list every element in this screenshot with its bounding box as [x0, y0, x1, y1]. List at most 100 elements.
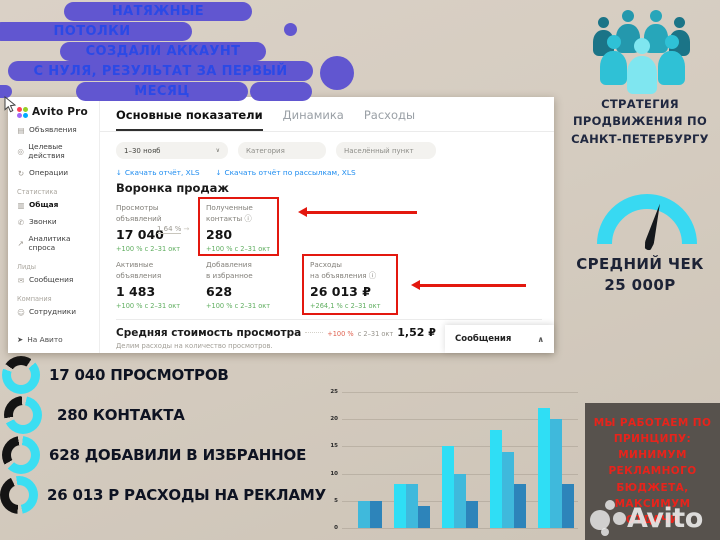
conversion-value: 1,64 %	[157, 225, 182, 234]
sidebar-section-statistics: Статистика	[17, 187, 58, 196]
principle-line: РЕКЛАМНОГО	[608, 465, 697, 478]
phone-icon: ✆	[17, 217, 25, 227]
chart-ytick-label: 10	[330, 470, 338, 477]
cell-value: 1 483	[116, 284, 156, 300]
report-links: ↓ Скачать отчёт, XLS ↓ Скачать отчёт по ра…	[100, 159, 554, 177]
chart-gridline	[342, 446, 578, 448]
bar-dark-blue	[466, 500, 478, 528]
operations-icon: ↻	[17, 168, 25, 178]
bar-medium-blue	[406, 484, 418, 528]
avito-watermark-text: Avito	[627, 502, 703, 534]
average-check-value: 25 000Р	[604, 276, 676, 294]
sidebar-item-demand-analytics[interactable]: ↗ Аналитика спроса	[17, 233, 95, 253]
chart-ytick-label: 25	[330, 389, 338, 395]
sidebar-item-label: Общая	[29, 199, 59, 209]
bar-group	[490, 430, 526, 528]
bar-dark-blue	[562, 484, 574, 528]
avito-pro-logo[interactable]: Avito Pro	[17, 106, 95, 118]
tab-expenses[interactable]: Расходы	[363, 108, 416, 122]
locality-placeholder: Населённый пункт	[344, 146, 414, 155]
messages-panel[interactable]: Сообщения ∧	[445, 325, 554, 353]
date-range-select[interactable]: 1–30 нояб ∨	[116, 142, 228, 159]
bar-chart-icon: ▥	[17, 200, 25, 210]
principle-line: ПРИНЦИПУ:	[613, 432, 692, 445]
sidebar-item-target-actions[interactable]: ◎ Целевые действия	[17, 142, 95, 161]
sidebar-item-label: Операции	[29, 167, 69, 177]
sidebar-item-staff[interactable]: ☺ Сотрудники	[17, 306, 95, 317]
sidebar-item-messages[interactable]: ✉ Сообщения	[17, 275, 95, 285]
progress-ring-icon	[2, 436, 40, 474]
stat-row-contacts: 280 КОНТАКТА	[4, 395, 185, 435]
decorative-dot	[284, 23, 297, 36]
avg-view-cost-delta: +100 %	[327, 330, 354, 338]
sidebar-footer-on-avito[interactable]: ➤ На Авито	[17, 335, 63, 344]
chart-ytick-label: 5	[334, 497, 338, 504]
category-placeholder: Категория	[246, 146, 285, 155]
strategy-line: ПРОДВИЖЕНИЯ ПО	[572, 114, 708, 129]
stat-text: 280 КОНТАКТА	[57, 406, 185, 424]
chevron-down-icon: ∨	[215, 147, 220, 154]
person-icon: ☺	[17, 307, 25, 317]
avg-view-cost-title: Средняя стоимость просмотра	[116, 327, 302, 339]
strategy-line: САНКТ-ПЕТЕРБУРГУ	[571, 131, 709, 146]
principle-line: ОТДАЧИ	[625, 514, 680, 527]
bar-medium-blue	[454, 473, 466, 528]
sidebar-item-general-stats[interactable]: ▥ Общая	[17, 199, 95, 210]
funnel-cell-favorites: Добавления в избранное 628 +100 % с 2–31…	[206, 259, 270, 310]
cell-label: Полученные контакты ⓘ	[206, 203, 253, 224]
stat-text: 26 013 Р РАСХОДЫ НА РЕКЛАМУ	[47, 486, 326, 504]
average-check-label: СРЕДНИЙ ЧЕК	[576, 255, 704, 273]
header-text: НАТЯЖНЫЕ	[111, 4, 205, 19]
header-text: МЕСЯЦ	[134, 84, 190, 99]
cell-delta: +264,1 % с 2–31 окт	[310, 302, 381, 311]
bar-group	[394, 484, 430, 528]
stat-row-favorites: 628 ДОБАВИЛИ В ИЗБРАННОЕ	[2, 435, 306, 475]
cell-value: 628	[206, 284, 233, 300]
cell-value: 280	[206, 227, 233, 243]
sidebar-item-label: Аналитика спроса	[28, 233, 71, 252]
cell-delta: +100 % с 2–31 окт	[206, 302, 271, 311]
sidebar-footer-label: На Авито	[27, 335, 63, 344]
trend-icon: ↗	[17, 239, 24, 249]
sidebar-item-label: Сотрудники	[29, 306, 77, 316]
avito-logo-dots-icon	[17, 106, 28, 118]
download-icon: ↓	[215, 168, 222, 177]
sidebar-item-listings[interactable]: ▤ Объявления	[17, 125, 95, 135]
category-select[interactable]: Категория	[238, 142, 326, 159]
funnel-cell-views: Просмотры объявлений 17 040 +100 % с 2–3…	[116, 202, 180, 253]
progress-ring-icon	[0, 476, 38, 514]
tab-dynamics[interactable]: Динамика	[282, 108, 344, 122]
principle-line: МИНИМУМ	[618, 449, 687, 462]
cell-value: 26 013 ₽	[310, 284, 371, 300]
bar-medium-blue	[502, 451, 514, 528]
results-bar-chart: 0 5 10 15 20 25	[316, 383, 582, 535]
messages-panel-label: Сообщения	[455, 334, 512, 344]
funnel-cell-active-listings: Активные объявления 1 483 +100 % с 2–31 …	[116, 259, 180, 310]
tab-main-indicators[interactable]: Основные показатели	[116, 108, 263, 131]
sidebar-item-operations[interactable]: ↻ Операции	[17, 167, 95, 178]
sidebar-item-calls[interactable]: ✆ Звонки	[17, 217, 95, 227]
highlight-box-contacts	[198, 197, 279, 256]
sidebar-section-leads: Лиды	[17, 262, 37, 271]
chart-gridline	[342, 528, 578, 529]
funnel-cell-ad-expenses: Расходы на объявления ⓘ 26 013 ₽ +264,1 …	[310, 259, 380, 310]
download-report-link[interactable]: ↓ Скачать отчёт, XLS	[116, 168, 200, 177]
download-icon: ↓	[116, 168, 122, 177]
envelope-icon: ✉	[17, 275, 25, 285]
funnel-title: Воронка продаж	[116, 181, 229, 195]
locality-select[interactable]: Населённый пункт	[336, 142, 436, 159]
cell-label: Активные объявления	[116, 260, 162, 281]
bar-group	[538, 408, 574, 528]
download-mailing-report-link[interactable]: ↓ Скачать отчёт по рассылкам, XLS	[216, 168, 356, 177]
target-icon: ◎	[17, 147, 24, 157]
dotted-leader	[305, 332, 324, 333]
avg-view-cost-subtitle: Делим расходы на количество просмотров.	[116, 342, 273, 350]
progress-ring-icon	[2, 356, 40, 394]
strategy-line: СТРАТЕГИЯ	[601, 97, 679, 111]
stat-text: 628 ДОБАВИЛИ В ИЗБРАННОЕ	[49, 446, 307, 464]
link-label: Скачать отчёт по рассылкам, XLS	[224, 168, 356, 177]
tab-bar: Основные показатели Динамика Расходы	[100, 97, 554, 132]
header-line: МЕСЯЦ	[76, 82, 248, 101]
avito-pro-dashboard: Avito Pro ▤ Объявления ◎ Целевые действия …	[8, 97, 554, 353]
avito-watermark: Avito	[590, 496, 720, 540]
